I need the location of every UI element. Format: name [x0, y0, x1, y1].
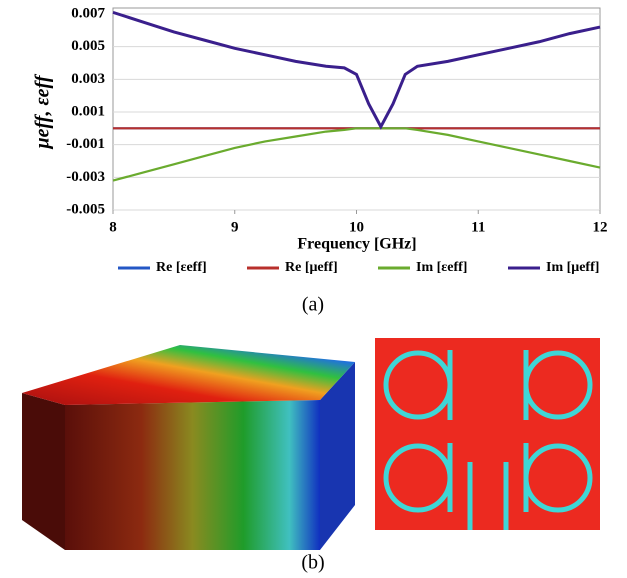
x-axis-label: Frequency [GHz]: [297, 236, 416, 253]
x-tick-label: 9: [231, 219, 239, 235]
x-tick-label: 12: [593, 219, 608, 235]
figure: μeff, εeff Frequency [GHz] (a) (b) -0.00…: [0, 0, 627, 578]
legend-label: Re [εeff]: [156, 260, 207, 275]
simulation-box: [22, 345, 355, 550]
y-tick-label: 0.007: [71, 5, 105, 21]
x-tick-label: 11: [471, 219, 485, 235]
y-tick-label: 0.005: [71, 38, 105, 54]
y-tick-label: 0.003: [71, 71, 105, 87]
y-tick-label: 0.001: [71, 103, 105, 119]
y-tick-label: -0.003: [66, 169, 105, 185]
x-tick-label: 10: [349, 219, 364, 235]
plot-area: [113, 8, 600, 210]
y-tick-label: -0.001: [66, 136, 105, 152]
page: μeff, εeff Frequency [GHz] (a) (b) -0.00…: [0, 0, 627, 578]
legend-label: Im [μeff]: [546, 260, 599, 275]
x-tick-label: 8: [109, 219, 117, 235]
unit-cell: [375, 338, 600, 530]
caption: (b): [301, 552, 324, 574]
legend-label: Im [εeff]: [416, 260, 467, 275]
caption: (a): [302, 294, 324, 316]
y-tick-label: -0.005: [66, 201, 105, 217]
legend-label: Re [μeff]: [285, 260, 338, 275]
y-axis-label: μeff, εeff: [32, 73, 54, 149]
